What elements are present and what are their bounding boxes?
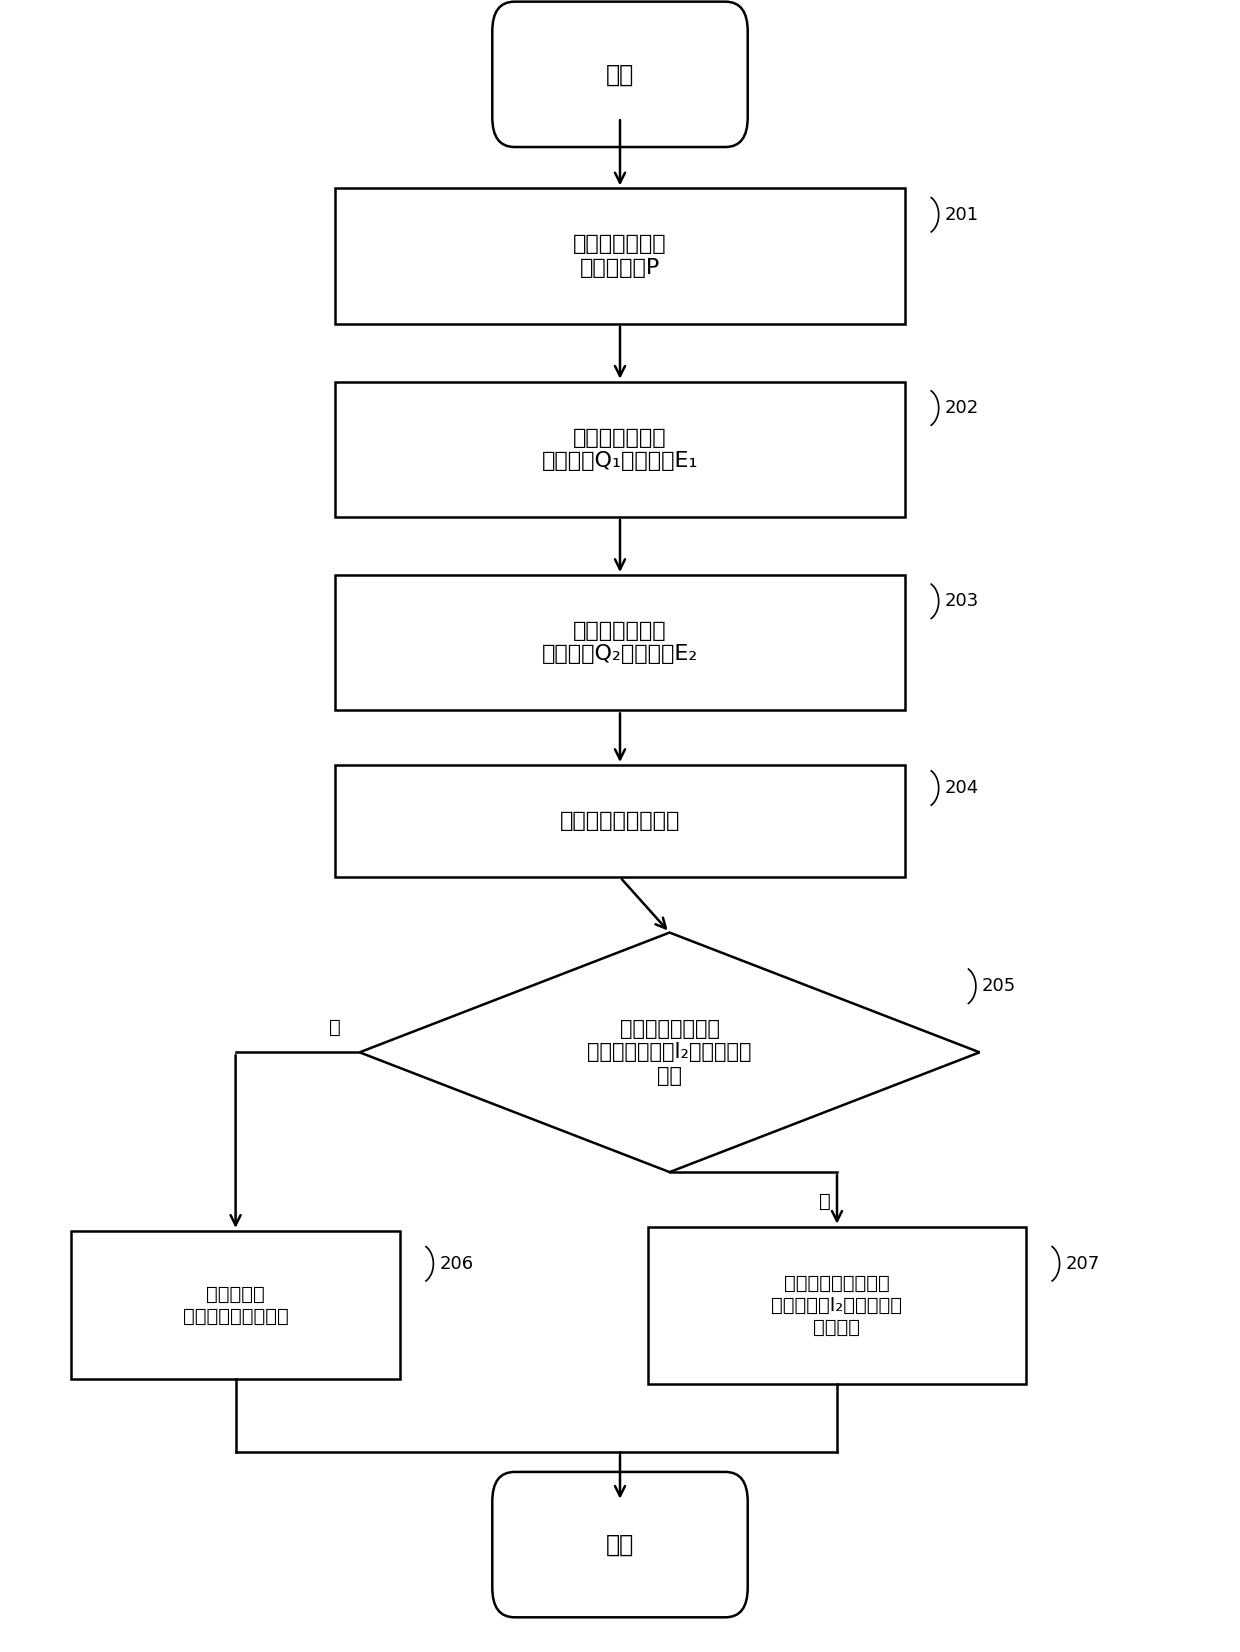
Text: 207: 207 — [1065, 1256, 1100, 1272]
Text: 是: 是 — [329, 1018, 341, 1037]
Text: 开始: 开始 — [606, 63, 634, 86]
Bar — [71, 1231, 399, 1379]
Text: 检测外置电池的
可充电量Q₂和电动勽E₂: 检测外置电池的 可充电量Q₂和电动勽E₂ — [542, 621, 698, 664]
Text: 205: 205 — [982, 978, 1017, 995]
Bar — [335, 188, 905, 324]
Bar — [335, 382, 905, 517]
Text: 否: 否 — [818, 1193, 831, 1211]
Text: 结束: 结束 — [606, 1533, 634, 1556]
Bar — [649, 1226, 1027, 1384]
Bar — [335, 575, 905, 710]
Text: 根据计算出外置电池
的充电电流I₂对外置电池
进行充电: 根据计算出外置电池 的充电电流I₂对外置电池 进行充电 — [771, 1274, 903, 1336]
FancyBboxPatch shape — [492, 2, 748, 147]
Text: 根据门限値
对外置电池进行充电: 根据门限値 对外置电池进行充电 — [182, 1285, 289, 1325]
Bar — [335, 765, 905, 877]
Text: 206: 206 — [440, 1256, 474, 1272]
FancyBboxPatch shape — [492, 1472, 748, 1617]
Text: 检测内置电池的
可放电量Q₁和电动勽E₁: 检测内置电池的 可放电量Q₁和电动勽E₁ — [542, 428, 698, 471]
Text: 检测太阳能电池
的输出功率P: 检测太阳能电池 的输出功率P — [573, 235, 667, 278]
Text: 204: 204 — [945, 780, 980, 796]
Text: 203: 203 — [945, 593, 980, 610]
Text: 求解功率平衡方程组: 求解功率平衡方程组 — [559, 811, 681, 831]
Text: 判断计算出的外置
电池的充电电流I₂是否大于门
限値: 判断计算出的外置 电池的充电电流I₂是否大于门 限値 — [588, 1019, 751, 1085]
Text: 201: 201 — [945, 206, 980, 223]
Text: 202: 202 — [945, 400, 980, 416]
Polygon shape — [360, 932, 980, 1173]
